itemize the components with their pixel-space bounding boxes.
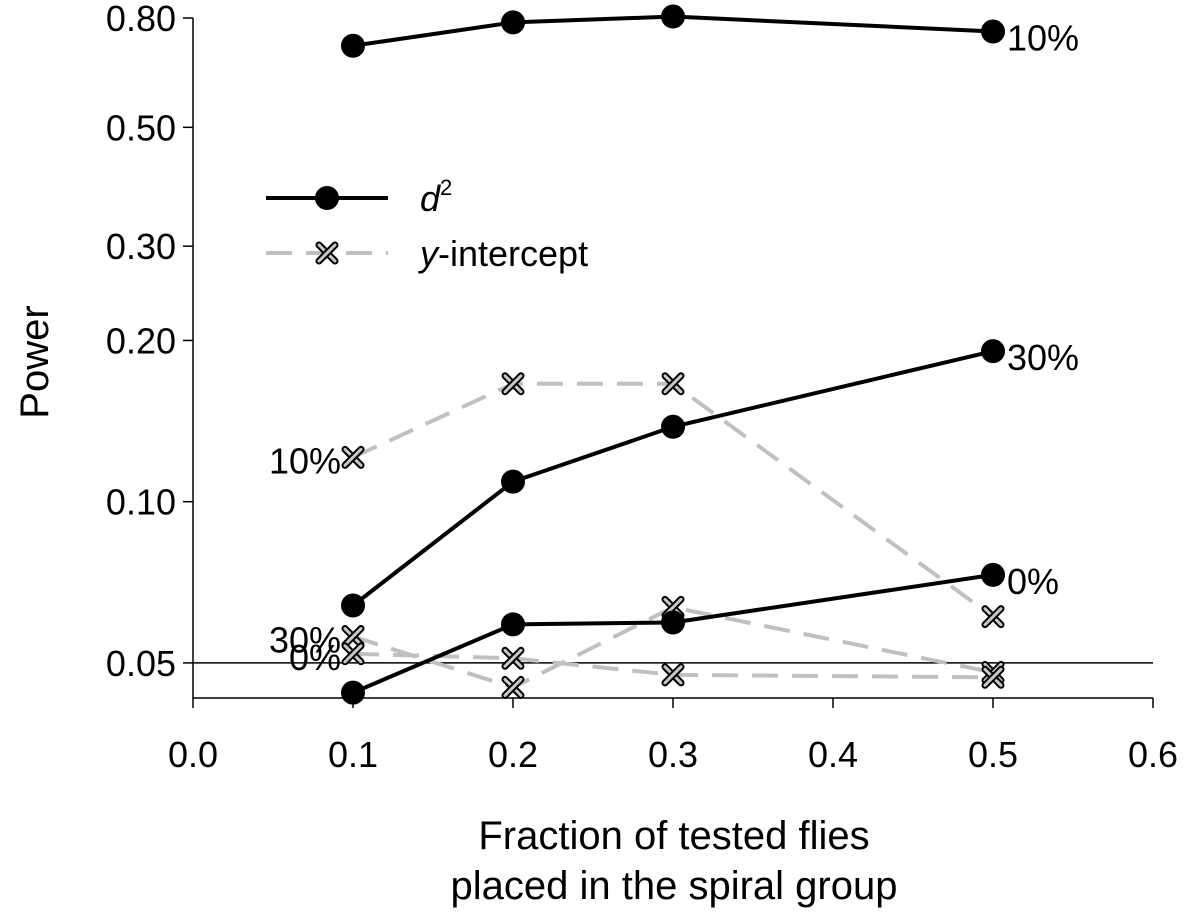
y-tick-label: 0.05 [106, 643, 176, 684]
data-point-circle [501, 612, 525, 637]
series-d2-0pct: 0% [341, 561, 1059, 705]
data-point-circle [981, 562, 1005, 587]
legend-label: y-intercept [417, 233, 588, 274]
data-point-x [661, 663, 685, 687]
series-line [352, 381, 995, 619]
legend-entry-d2: d2 [266, 175, 452, 219]
x-tick-label: 0.3 [648, 734, 698, 775]
y-tick-label: 0.30 [106, 226, 176, 267]
x-tick-label: 0.6 [1128, 734, 1178, 775]
data-point-circle [501, 10, 525, 35]
series-start-label: 0% [289, 637, 341, 678]
data-point-circle [661, 414, 685, 439]
data-point-circle [341, 593, 365, 618]
axes: 0.05 0.10 0.20 0.30 0.50 0.80 0.0 0.1 0.2 0.3 0.4 0… [106, 0, 1178, 775]
x-tick-label: 0.0 [168, 734, 218, 775]
series-end-label: 0% [1007, 561, 1059, 602]
legend-entry-yint: y-intercept [266, 233, 588, 274]
series-line [352, 14, 994, 48]
data-point-circle [661, 4, 685, 29]
series-end-label: 30% [1007, 337, 1079, 378]
series-line [352, 572, 994, 695]
data-point-circle [661, 610, 685, 635]
x-tick-label: 0.4 [808, 734, 858, 775]
data-point-x [981, 605, 1005, 629]
x-axis-title-line-1: Fraction of tested flies [478, 814, 869, 858]
series-yint-10pct: 10% [269, 372, 1005, 629]
series-start-label: 30% [269, 620, 341, 661]
data-point-x [981, 665, 1005, 689]
x-tick-label: 0.5 [968, 734, 1018, 775]
series-d2-30pct: 30% [341, 337, 1079, 618]
y-tick-label: 0.80 [106, 0, 176, 39]
data-point-x [341, 642, 365, 666]
data-point-circle [341, 33, 365, 58]
axis-titles: Power Fraction of tested flies placed in… [13, 305, 897, 908]
y-axis-title: Power [13, 305, 57, 418]
y-tick-label: 0.50 [106, 107, 176, 148]
x-axis-title-line-2: placed in the spiral group [451, 864, 898, 908]
series-line [352, 651, 994, 680]
data-point-circle [981, 19, 1005, 44]
series-line [352, 605, 994, 690]
series-start-label: 10% [269, 440, 341, 481]
legend-label: d2 [420, 175, 452, 219]
data-point-x [501, 372, 525, 396]
y-tick-label: 0.20 [106, 320, 176, 361]
series-yint-0pct: 0% [289, 637, 1005, 689]
legend: d2 y-intercept [266, 175, 588, 274]
data-point-x [501, 646, 525, 670]
data-point-x [501, 675, 525, 699]
y-tick-label: 0.10 [106, 482, 176, 523]
data-point-x [315, 241, 339, 265]
data-point-x [341, 445, 365, 469]
data-point-x [341, 625, 365, 649]
series-layer: 10%30%0%10%30%0% [269, 4, 1079, 705]
series-d2-10pct: 10% [341, 4, 1079, 58]
x-tick-label: 0.2 [488, 734, 538, 775]
data-point-circle [315, 186, 339, 210]
data-point-circle [501, 469, 525, 494]
series-line [351, 349, 994, 608]
data-point-x [661, 372, 685, 396]
data-point-circle [341, 680, 365, 705]
x-tick-label: 0.1 [328, 734, 378, 775]
data-point-circle [981, 339, 1005, 364]
series-end-label: 10% [1007, 17, 1079, 58]
